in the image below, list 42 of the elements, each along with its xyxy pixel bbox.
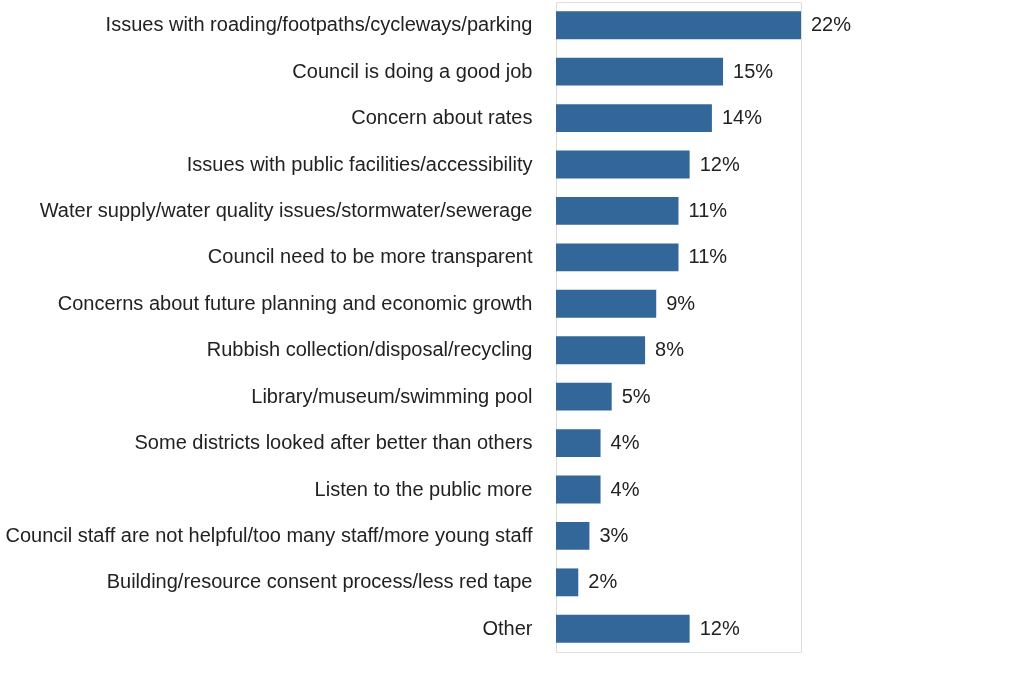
bar	[556, 522, 590, 550]
bar	[556, 57, 724, 86]
y-tick-label: Building/resource consent process/less red tape	[106, 570, 533, 593]
data-label: 11%	[688, 198, 728, 221]
bar	[556, 243, 679, 272]
y-tick-label: Concerns about future planning and economic growth	[57, 291, 533, 314]
data-label: 3%	[599, 523, 629, 546]
y-tick-label: Issues with public facilities/accessibility	[186, 152, 533, 175]
bar	[556, 382, 612, 411]
data-label: 9%	[666, 291, 696, 314]
bar	[556, 289, 657, 318]
bar	[556, 429, 601, 457]
y-tick-label: Council need to be more transparent	[207, 245, 533, 268]
data-label: 12%	[699, 616, 740, 639]
data-label: 4%	[610, 477, 640, 500]
y-tick-label: Council is doing a good job	[292, 59, 533, 82]
data-label: 12%	[699, 152, 740, 175]
data-label: 15%	[733, 59, 774, 82]
bar	[556, 197, 679, 225]
bar	[556, 11, 801, 40]
bar	[556, 150, 690, 179]
y-tick-label: Some districts looked after better than others	[134, 431, 533, 454]
data-label: 22%	[811, 13, 852, 36]
data-label: 14%	[721, 106, 763, 129]
y-tick-label: Library/museum/swimming pool	[251, 384, 533, 407]
data-label: 11%	[688, 245, 728, 268]
bar	[556, 568, 579, 597]
y-tick-label: Council staff are not helpful/too many staff/more young staff	[5, 523, 533, 546]
bar	[556, 104, 712, 132]
data-label: 2%	[588, 570, 618, 593]
bar	[556, 614, 690, 643]
bar	[556, 475, 601, 504]
y-tick-label: Other	[482, 616, 533, 639]
data-label: 4%	[610, 431, 640, 454]
y-tick-label: Issues with roading/footpaths/cycleways/parking	[105, 13, 533, 36]
data-label: 5%	[621, 384, 651, 407]
y-tick-label: Rubbish collection/disposal/recycling	[206, 338, 533, 361]
y-tick-label: Concern about rates	[351, 106, 533, 129]
bar	[556, 336, 646, 365]
data-label: 8%	[655, 338, 685, 361]
y-tick-label: Water supply/water quality issues/stormwater/sewerage	[39, 198, 533, 221]
y-tick-label: Listen to the public more	[314, 477, 533, 500]
